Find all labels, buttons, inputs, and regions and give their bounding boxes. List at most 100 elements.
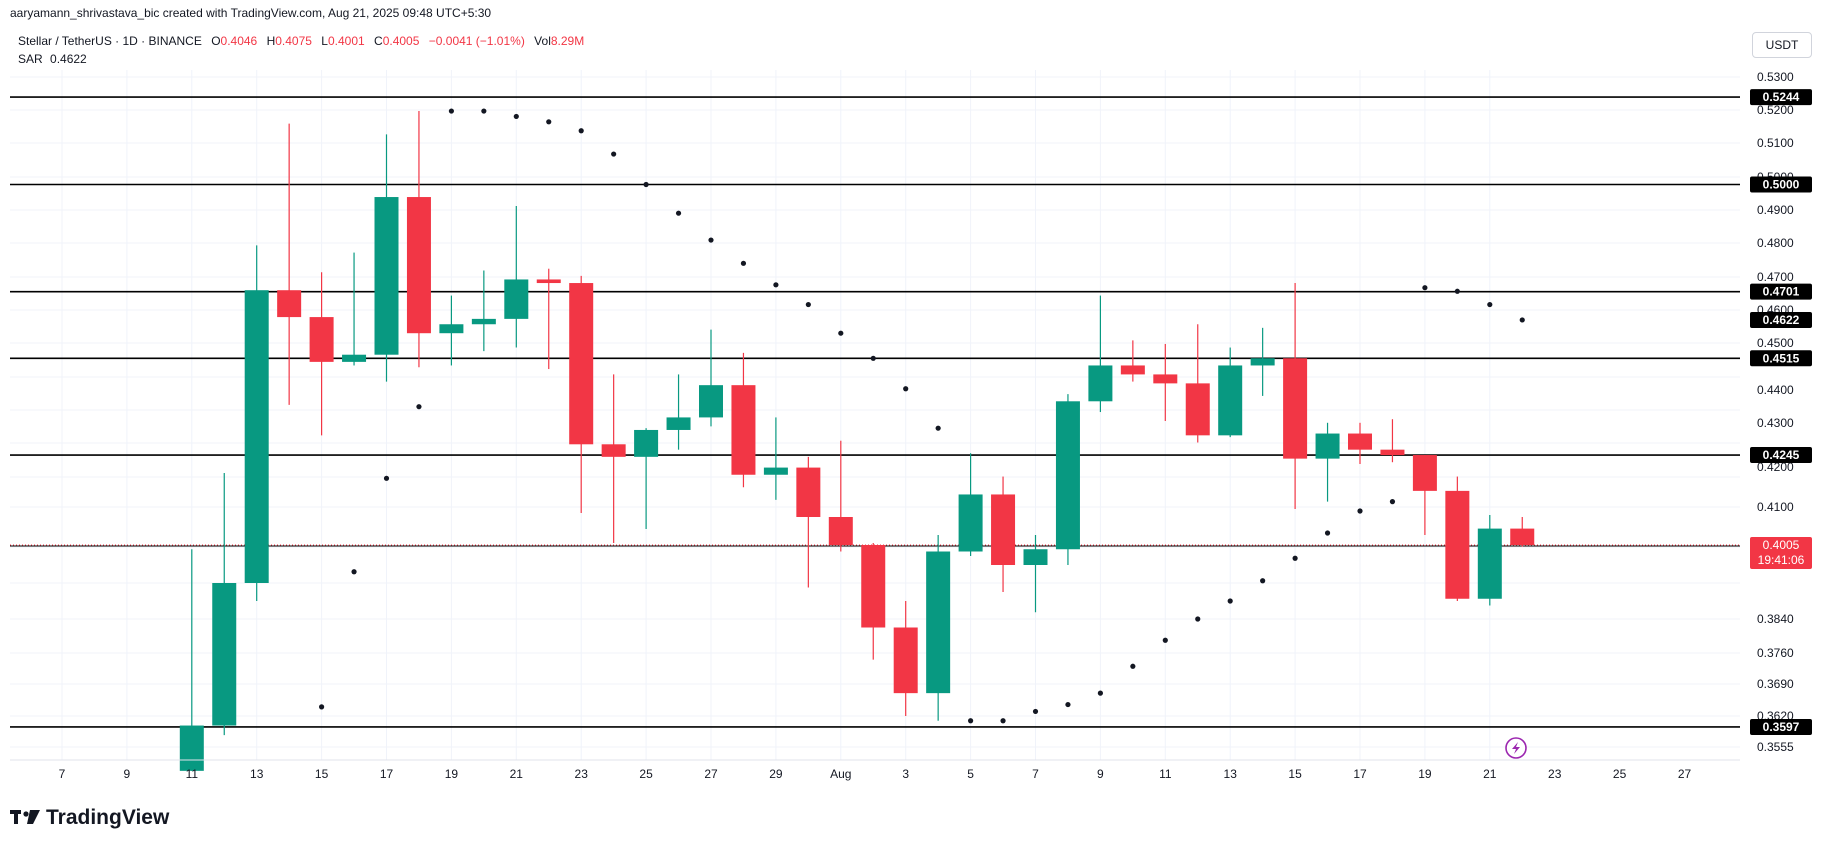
candle-body	[926, 551, 951, 694]
candle-body	[471, 318, 496, 325]
level-price-label: 0.3597	[1750, 718, 1812, 735]
low-value: 0.4001	[327, 34, 365, 48]
sar-dot	[1389, 499, 1396, 505]
candle	[1315, 422, 1340, 502]
sar-dot	[968, 718, 974, 724]
sar-dot	[1519, 317, 1525, 323]
svg-text:0.4005: 0.4005	[1763, 538, 1800, 552]
horizontal-levels	[10, 96, 1740, 728]
candle	[1348, 422, 1372, 464]
high-value: 0.4075	[275, 34, 312, 48]
candle	[958, 453, 983, 556]
candle-body	[212, 583, 237, 726]
candle-body	[277, 290, 302, 318]
change-value: −0.0041 (−1.01%)	[428, 34, 525, 48]
candle	[1250, 327, 1275, 396]
candle	[212, 472, 237, 736]
sar-dot	[448, 108, 454, 114]
candle-body	[1315, 433, 1340, 459]
price-tick-label: 0.4100	[1757, 500, 1794, 514]
sar-dot	[1195, 616, 1201, 622]
sar-dot	[319, 704, 325, 710]
candle	[439, 295, 464, 366]
open-label: O	[211, 34, 221, 48]
time-tick-label: 7	[1032, 767, 1039, 781]
tradingview-mark-icon	[10, 810, 40, 824]
sar-dot	[870, 355, 876, 361]
candle-body	[1477, 528, 1502, 599]
sar-dot	[1065, 701, 1071, 708]
svg-text:19:41:06: 19:41:06	[1758, 553, 1805, 567]
sar-dot	[1487, 301, 1493, 308]
candle-body	[1055, 401, 1080, 550]
candle	[1412, 455, 1437, 535]
close-value: 0.4005	[382, 34, 420, 48]
candle	[1055, 394, 1080, 565]
candle	[893, 601, 918, 716]
sar-dot	[773, 282, 779, 288]
candle-body	[601, 444, 626, 457]
candle-body	[796, 467, 821, 517]
sar-dot	[838, 330, 844, 336]
volume-value: 8.29M	[550, 34, 585, 48]
tradingview-logo[interactable]: TradingView	[10, 806, 169, 830]
sar-dot	[1324, 530, 1331, 536]
candle-body	[374, 197, 399, 355]
sar-dot	[708, 237, 714, 243]
chart-grid	[10, 70, 1740, 760]
symbol-legend: Stellar / TetherUS · 1D · BINANCE O0.404…	[18, 34, 584, 48]
candle	[699, 329, 723, 427]
sar-dot	[903, 386, 909, 392]
candle	[374, 134, 399, 382]
svg-text:0.4245: 0.4245	[1763, 448, 1800, 462]
candle	[1510, 517, 1535, 547]
candle-body	[179, 725, 204, 771]
candle-body	[342, 354, 367, 362]
sar-dot	[1130, 663, 1136, 669]
candle	[244, 245, 269, 601]
candle-body	[893, 627, 918, 694]
sar-dot	[643, 181, 649, 188]
price-tick-label: 0.5200	[1757, 103, 1794, 117]
sar-dot	[383, 475, 390, 481]
currency-selector[interactable]: USDT	[1752, 32, 1812, 58]
price-tick-label: 0.5100	[1757, 136, 1794, 150]
time-tick-label: 15	[315, 767, 329, 781]
price-tick-label: 0.3840	[1757, 612, 1794, 626]
sar-dot	[935, 425, 941, 431]
price-tick-label: 0.3555	[1757, 740, 1794, 754]
candle-body	[1218, 365, 1243, 436]
candle-body	[1348, 433, 1372, 450]
candle	[1380, 419, 1405, 463]
sar-dot	[611, 151, 617, 157]
time-tick-label: 15	[1288, 767, 1302, 781]
candle-body	[1445, 490, 1470, 599]
candle	[309, 272, 334, 436]
sar-dot	[1260, 578, 1266, 584]
price-tick-label: 0.4500	[1757, 336, 1794, 350]
candle-body	[1412, 455, 1437, 491]
time-tick-label: 25	[1613, 767, 1627, 781]
lightning-icon[interactable]	[1505, 737, 1527, 759]
sar-dot	[805, 301, 811, 308]
time-tick-label: 13	[250, 767, 264, 781]
sar-dot	[546, 119, 552, 125]
sar-legend[interactable]: SAR 0.4622	[18, 52, 87, 66]
time-tick-label: 3	[902, 767, 909, 781]
candle	[1023, 535, 1048, 613]
sar-dot	[1000, 718, 1006, 724]
sar-dot	[1422, 285, 1428, 291]
candle	[1120, 340, 1145, 382]
svg-text:0.4622: 0.4622	[1763, 313, 1800, 327]
price-axis[interactable]: 0.5300 0.5200 0.5100 0.5000 0.4900 0.4800 0.47…	[1750, 70, 1812, 754]
candle	[277, 123, 302, 405]
symbol-name[interactable]: Stellar / TetherUS · 1D · BINANCE	[18, 34, 202, 48]
sar-dot	[351, 569, 357, 575]
time-axis[interactable]: 7 9 11 13 15 17 19 21 23 25 27 29 Aug 3 5 7 9 11 13 15 17 19 2…	[10, 759, 1740, 781]
high-label: H	[266, 34, 276, 48]
sar-label: SAR	[18, 52, 43, 66]
candle-body	[828, 517, 853, 545]
time-tick-label: 27	[1678, 767, 1692, 781]
svg-text:0.4515: 0.4515	[1763, 351, 1800, 365]
